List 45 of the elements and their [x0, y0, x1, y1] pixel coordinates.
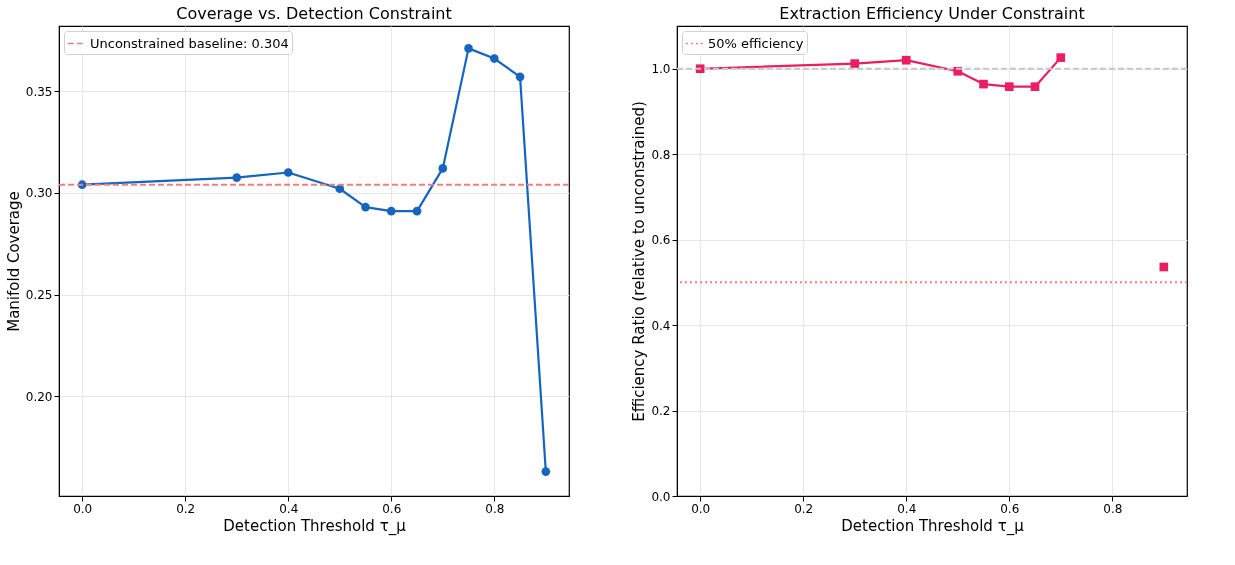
- point: [438, 164, 448, 173]
- point: [361, 202, 370, 212]
- y-tick-label: 0.20: [25, 389, 53, 404]
- point: [412, 206, 422, 216]
- y-tick-label: 0.30: [25, 186, 53, 201]
- point: [283, 168, 293, 177]
- x-axis-title: Detection Threshold τ_μ: [223, 516, 407, 536]
- y-tick-label: 0.8: [651, 147, 671, 162]
- y-tick-label: 1.0: [651, 62, 671, 77]
- point: [464, 44, 473, 53]
- point: [232, 173, 242, 182]
- point: [850, 59, 860, 68]
- point: [1004, 82, 1014, 91]
- y-tick-label: 0.35: [25, 84, 53, 99]
- point: [1056, 53, 1066, 62]
- point: [489, 54, 499, 63]
- point: [386, 206, 396, 216]
- x-tick-label: 0.8: [485, 501, 505, 516]
- y-axis-title: Manifold Coverage: [4, 191, 23, 332]
- point: [979, 79, 988, 89]
- x-tick-label: 0.4: [897, 501, 917, 516]
- point: [901, 55, 911, 65]
- y-tick-label: 0.0: [651, 489, 671, 504]
- x-tick-label: 0.0: [73, 501, 93, 516]
- y-tick-label: 0.25: [25, 288, 53, 303]
- x-tick-label: 0.4: [279, 501, 299, 516]
- x-tick-label: 0.6: [1000, 501, 1020, 516]
- y-axis-title: Efficiency Ratio (relative to unconstrained): [630, 101, 649, 422]
- x-tick-label: 0.2: [176, 501, 196, 516]
- chart-title: Coverage vs. Detection Constraint: [176, 4, 452, 23]
- x-axis-title: Detection Threshold τ_μ: [841, 516, 1025, 536]
- legend-label: Unconstrained baseline: 0.304: [90, 35, 289, 51]
- x-tick-label: 0.2: [794, 501, 814, 516]
- point: [1030, 82, 1040, 91]
- y-tick-label: 0.2: [651, 404, 671, 419]
- y-tick-label: 0.4: [651, 318, 671, 333]
- point: [541, 467, 551, 476]
- legend-label: 50% efficiency: [708, 35, 804, 51]
- y-tick-label: 0.6: [651, 233, 671, 248]
- chart-title: Extraction Efficiency Under Constraint: [779, 4, 1085, 23]
- point: [515, 72, 525, 82]
- x-tick-label: 0.8: [1103, 501, 1123, 516]
- x-tick-label: 0.0: [691, 501, 711, 516]
- x-tick-label: 0.6: [382, 501, 402, 516]
- point: [1159, 262, 1169, 272]
